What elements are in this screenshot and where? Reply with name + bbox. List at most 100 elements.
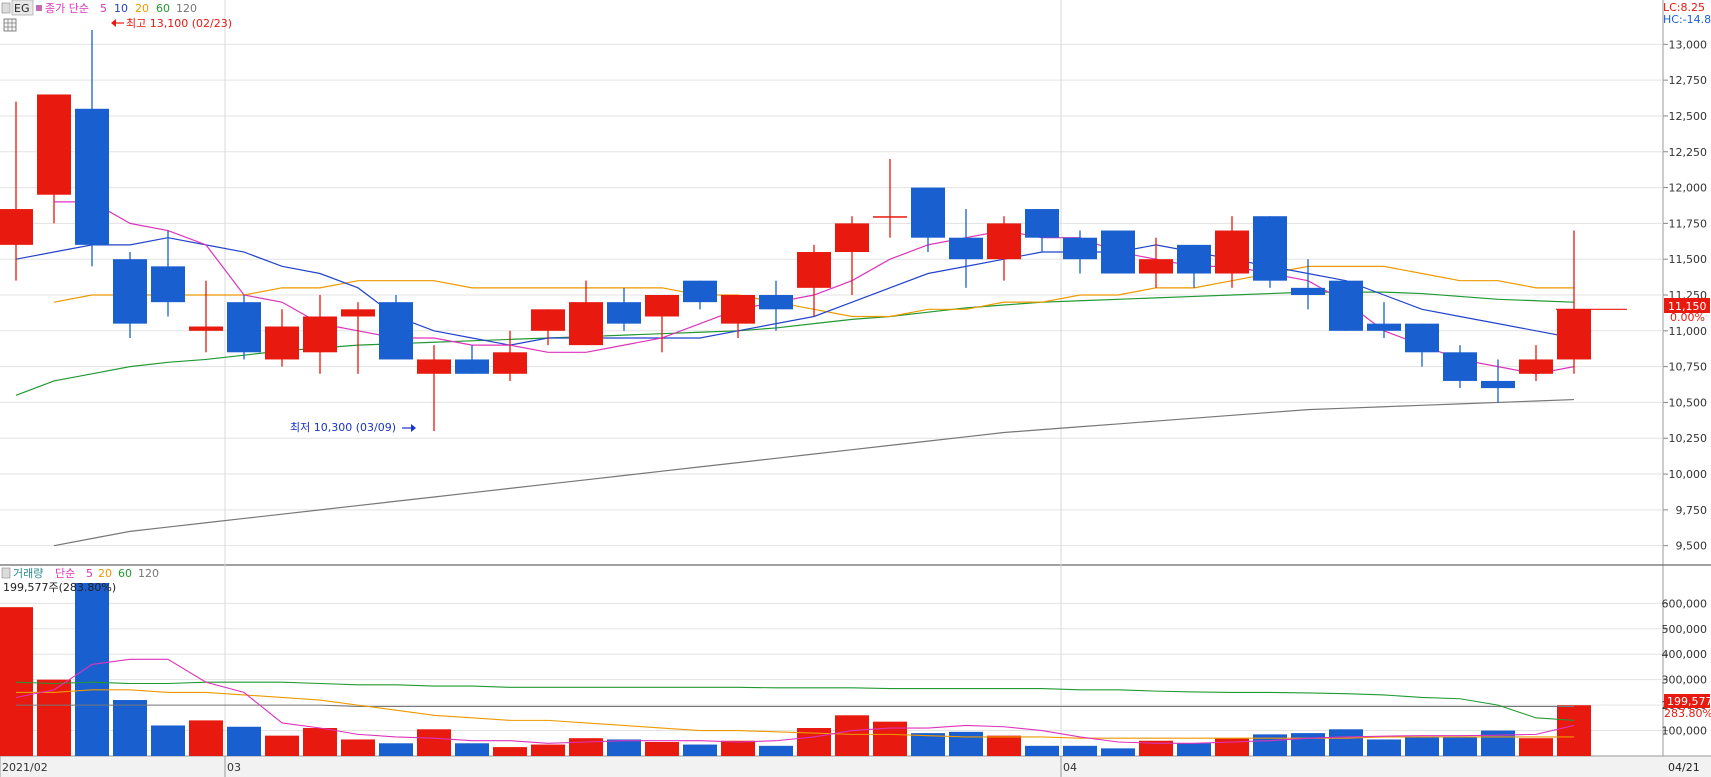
volume-bar — [759, 745, 793, 756]
candle-body — [113, 259, 147, 324]
volume-bar — [151, 725, 185, 756]
volume-label: 거래량 — [13, 567, 43, 580]
volume-bar — [607, 739, 641, 756]
volume-bar — [1367, 739, 1401, 756]
volume-bar — [455, 743, 489, 756]
x-tick-label: 2021/02 — [2, 761, 48, 774]
volume-pct-text: 283.80% — [1664, 707, 1711, 720]
candle-body — [1405, 323, 1439, 353]
volume-bar — [1177, 743, 1211, 756]
volume-bar — [379, 743, 413, 756]
price-tag: 11,150 0.00% — [1664, 298, 1710, 324]
volume-bar — [1101, 748, 1135, 756]
price-tick-label: 12,500 — [1669, 110, 1708, 123]
candle-body — [227, 302, 261, 353]
volume-bar — [417, 729, 451, 756]
candle-body — [265, 326, 299, 360]
volume-tag-text: 199,577 — [1667, 695, 1711, 708]
candle-body — [683, 280, 717, 303]
price-tick-label: 10,500 — [1669, 396, 1708, 409]
price-tick-label: 11,750 — [1669, 217, 1708, 230]
price-tick-label: 12,000 — [1669, 182, 1708, 195]
volume-bar — [1329, 729, 1363, 756]
candle-body — [645, 295, 679, 317]
candle-body — [341, 309, 375, 317]
price-tick-label: 13,000 — [1669, 38, 1708, 51]
stock-code[interactable]: EG — [14, 2, 29, 15]
ma-label: 종가 단순 — [45, 2, 89, 15]
gridlines — [0, 0, 1663, 756]
hc-value: HC:-14.8 — [1663, 13, 1711, 26]
volume-bar — [645, 742, 679, 756]
candle-body — [1253, 216, 1287, 281]
volume-bar — [227, 726, 261, 756]
price-tick-label: 9,500 — [1676, 540, 1708, 553]
price-tick-label: 9,750 — [1676, 504, 1708, 517]
candle-body — [0, 209, 33, 245]
volume-bar — [721, 740, 755, 756]
volume-bar — [189, 720, 223, 756]
volume-tag: 199,577 283.80% — [1664, 694, 1711, 720]
ma60-label: 60 — [156, 2, 170, 15]
volume-bar — [265, 735, 299, 756]
price-tick-label: 10,250 — [1669, 432, 1708, 445]
ma120-label: 120 — [176, 2, 197, 15]
volume-value: 199,577주(283.80%) — [3, 581, 116, 594]
volume-tick-label: 600,000 — [1662, 597, 1708, 610]
price-tick-label: 11,000 — [1669, 325, 1708, 338]
volume-menu-icon[interactable] — [1, 567, 11, 579]
candle-body — [1329, 280, 1363, 331]
volume-moving-averages — [15, 658, 1575, 744]
menu-toggle-icon[interactable] — [1, 2, 11, 14]
volume-bar — [911, 733, 945, 756]
volume-bar — [1253, 734, 1287, 756]
candle-body — [75, 108, 109, 245]
volume-bar — [1291, 733, 1325, 756]
price-tick-label: 11,500 — [1669, 253, 1708, 266]
volume-bar — [1139, 740, 1173, 756]
volume-bars — [0, 583, 1591, 756]
volume-bar — [303, 728, 337, 756]
high-annotation: 최고 13,100 (02/23) — [111, 17, 232, 30]
candle-body — [1367, 323, 1401, 331]
candle-body — [455, 359, 489, 374]
ma5-label: 5 — [100, 2, 107, 15]
axis-labels: 9,500 9,750 10,000 10,250 10,500 10,750 11,000… — [0, 38, 1707, 777]
candle-body — [189, 326, 223, 331]
candle-body — [1215, 230, 1249, 274]
volume-bar — [75, 583, 109, 756]
candle-body — [303, 316, 337, 353]
volume-bar — [835, 715, 869, 756]
price-tag-text: 11,150 — [1668, 300, 1707, 313]
price-tick-label: 12,750 — [1669, 74, 1708, 87]
volume-bar — [987, 735, 1021, 756]
candle-body — [37, 94, 71, 195]
volume-bar — [341, 739, 375, 756]
vma120-label: 120 — [138, 567, 159, 580]
volume-bar — [569, 738, 603, 756]
candle-body — [569, 302, 603, 346]
volume-bar — [683, 744, 717, 756]
price-tick-label: 12,250 — [1669, 146, 1708, 159]
price-tick-label: 10,750 — [1669, 361, 1708, 374]
volume-bar — [1557, 705, 1591, 756]
volume-bar — [1405, 736, 1439, 756]
volume-tick-label: 100,000 — [1662, 725, 1708, 738]
candle-body — [493, 352, 527, 374]
x-tick-label: 03 — [227, 761, 241, 774]
vma60-label: 60 — [118, 567, 132, 580]
price-tick-label: 10,000 — [1669, 468, 1708, 481]
vma5-line — [15, 658, 1575, 744]
volume-bar — [0, 607, 33, 756]
candle-body — [1291, 287, 1325, 295]
volume-bar — [949, 731, 983, 756]
volume-tick-label: 500,000 — [1662, 623, 1708, 636]
vma5-label: 5 — [86, 567, 93, 580]
volume-bar — [1063, 745, 1097, 756]
volume-bar — [1443, 736, 1477, 756]
candle-body — [1557, 309, 1591, 360]
candle-body — [1025, 209, 1059, 238]
candle-body — [721, 295, 755, 324]
grid-table-icon[interactable] — [3, 18, 17, 32]
